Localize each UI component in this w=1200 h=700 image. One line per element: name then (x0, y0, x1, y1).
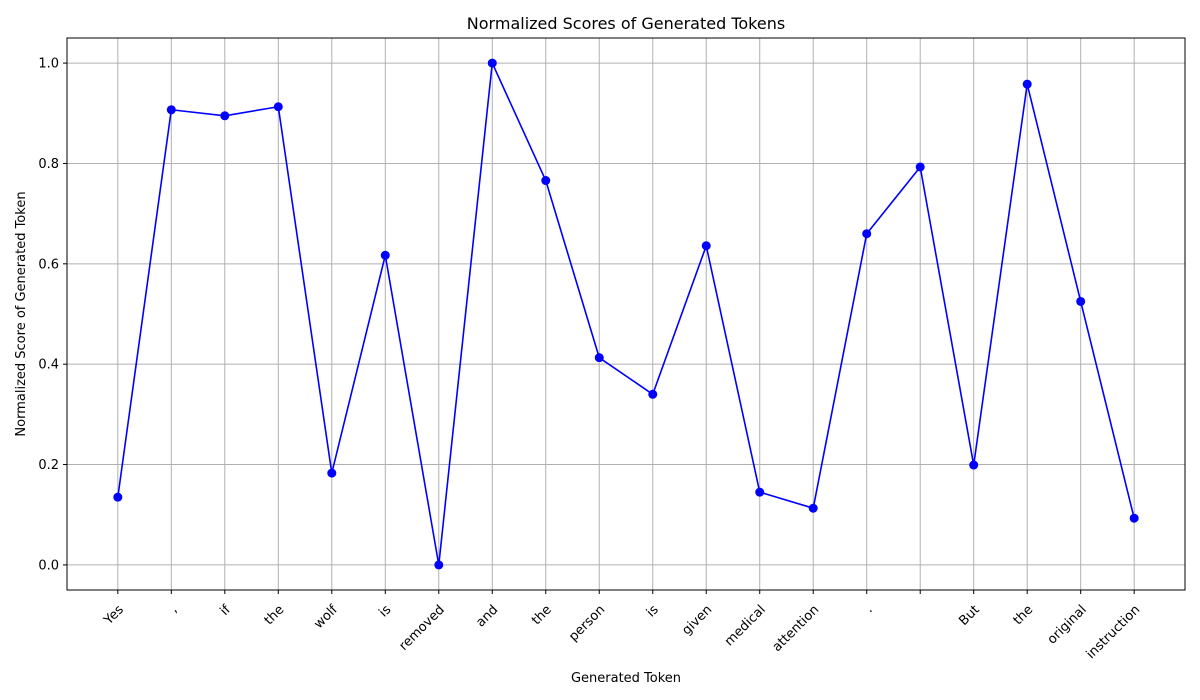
series-line (117, 62, 1135, 566)
data-point (220, 111, 230, 121)
x-tick-label: removed (396, 602, 447, 653)
data-points (113, 58, 1139, 570)
x-tick-label: Yes (101, 602, 127, 628)
plot-frame (66, 37, 1186, 591)
data-point (808, 503, 818, 513)
y-tick-label: 0.8 (38, 157, 59, 172)
data-point (1022, 79, 1032, 89)
y-axis-ticks: 0.0 0.2 0.4 0.6 0.8 1.0 (38, 57, 67, 573)
x-tick-label: the (1011, 602, 1037, 628)
data-point (755, 487, 765, 497)
x-tick-label: is (376, 602, 394, 620)
data-point (701, 241, 711, 251)
data-point (648, 389, 658, 399)
x-tick-label: given (679, 602, 715, 638)
data-point (1076, 296, 1086, 306)
data-point (541, 176, 551, 186)
x-tick-label: if (217, 602, 234, 619)
x-tick-label: original (1045, 602, 1090, 647)
y-tick-label: 0.0 (38, 558, 59, 573)
chart-title: Normalized Scores of Generated Tokens (467, 14, 785, 33)
y-axis-label: Normalized Score of Generated Token (14, 191, 29, 436)
x-tick-label: and (473, 602, 501, 630)
x-tick-label: the (529, 602, 555, 628)
data-point (166, 105, 176, 115)
data-point (113, 492, 123, 502)
x-tick-label: medical (722, 602, 769, 649)
x-tick-label: instruction (1084, 602, 1144, 662)
x-tick-label: person (566, 602, 608, 644)
x-tick-label: . (862, 602, 876, 616)
x-tick-label: attention (770, 602, 823, 655)
x-axis-label: Generated Token (571, 671, 681, 686)
data-point (915, 162, 925, 172)
x-axis-ticks: Yes, if the wolf is removed and the person is give… (101, 590, 1144, 662)
data-point (1129, 513, 1139, 523)
series-line-layer (117, 62, 1135, 566)
x-tick-label: the (262, 602, 288, 628)
x-tick-label: is (644, 602, 662, 620)
x-tick-label: But (956, 602, 982, 628)
grid (67, 38, 1185, 590)
data-point (434, 560, 444, 570)
data-point (487, 58, 497, 68)
data-point (273, 102, 283, 112)
data-point (327, 468, 337, 478)
x-tick-label: wolf (311, 602, 341, 632)
y-tick-label: 0.6 (38, 257, 59, 272)
data-point (380, 250, 390, 260)
y-tick-label: 1.0 (38, 57, 59, 72)
data-point (862, 229, 872, 239)
y-tick-label: 0.2 (38, 458, 59, 473)
x-tick-label: , (167, 602, 181, 616)
data-point (594, 353, 604, 363)
y-tick-label: 0.4 (38, 358, 59, 373)
data-point (969, 460, 979, 470)
